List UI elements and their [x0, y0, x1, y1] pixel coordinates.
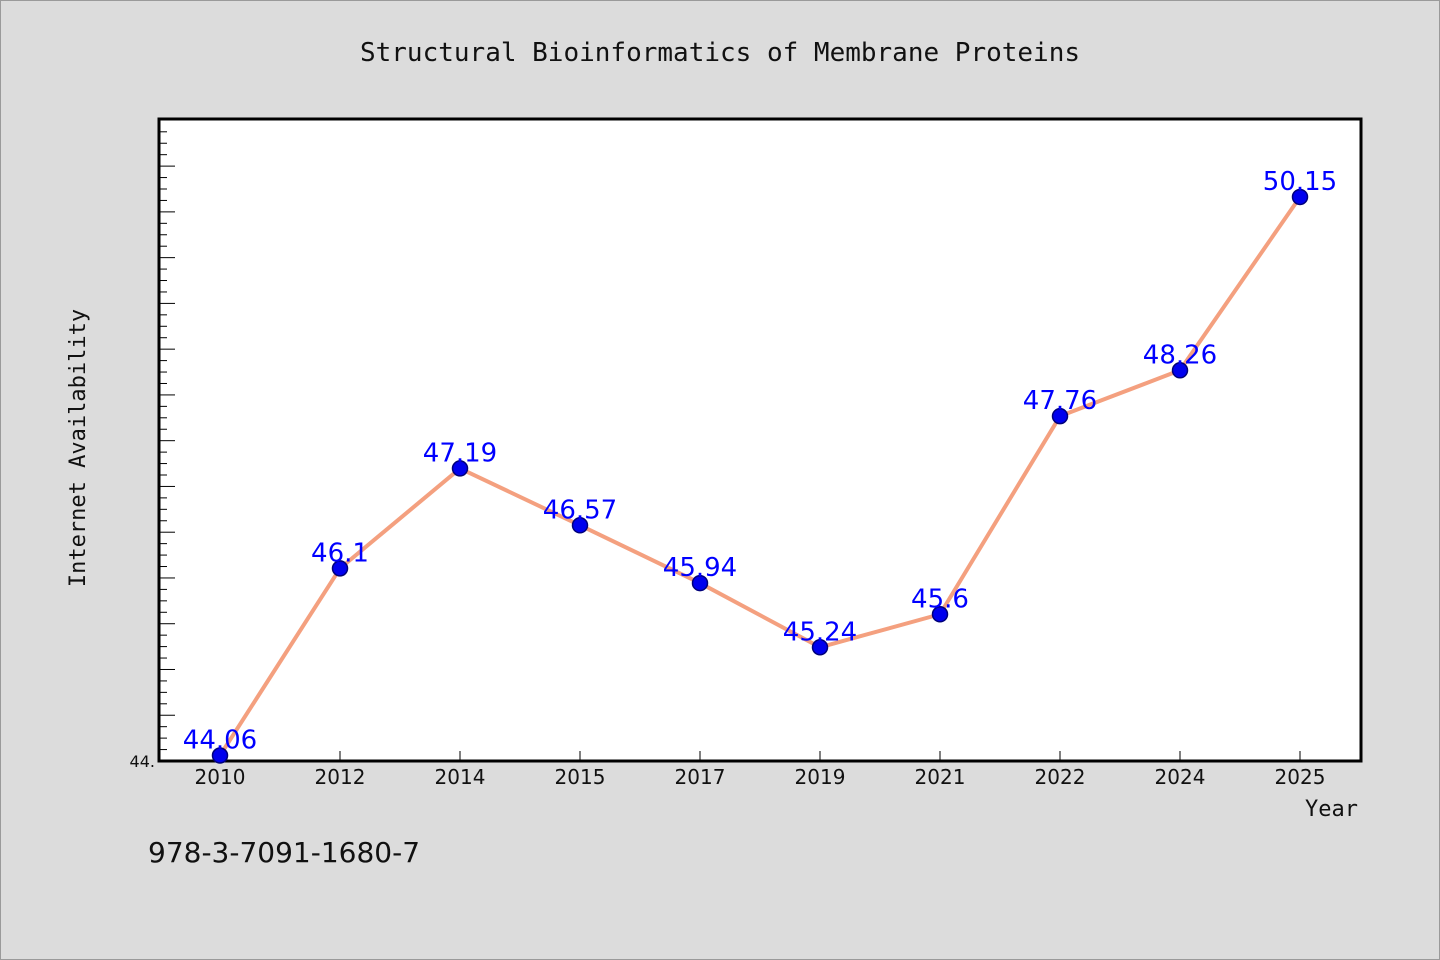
data-point: [451, 460, 469, 477]
x-axis-tick-labels: 2010 2012 2014 2015 2017 2019 2021 2022 2024 2025: [195, 765, 1326, 789]
x-tick-label: 2010: [195, 765, 246, 789]
x-tick-label: 2017: [675, 765, 726, 789]
x-tick-label: 2015: [555, 765, 606, 789]
data-point: [1291, 188, 1309, 206]
data-label: 46.1: [311, 538, 369, 568]
data-labels: 44.06 46.1 47.19 46.57 45.94 45.24 45.6 47.76 48…: [183, 167, 1337, 756]
data-point: [811, 639, 829, 656]
series-line: [218, 194, 1302, 758]
y-axis-label: Internet Availability: [66, 309, 91, 587]
x-tick-label: 2024: [1155, 765, 1206, 789]
x-tick-label: 2022: [1035, 765, 1086, 789]
data-label: 46.57: [543, 495, 617, 525]
y-axis-ticks: [159, 131, 175, 762]
y-tick-label: 44.: [130, 752, 155, 771]
x-tick-label: 2019: [795, 765, 846, 789]
data-label: 45.6: [911, 584, 969, 614]
data-label: 47.19: [423, 438, 497, 468]
data-label: 50.15: [1263, 167, 1337, 197]
data-point: [571, 517, 589, 534]
data-point: [1171, 362, 1189, 379]
data-point: [931, 606, 949, 623]
x-tick-label: 2012: [315, 765, 366, 789]
x-axis-label: Year: [1305, 797, 1358, 822]
data-label: 45.94: [663, 553, 737, 583]
chart-title: Structural Bioinformatics of Membrane Pr…: [360, 38, 1080, 68]
x-tick-label: 2014: [435, 765, 486, 789]
plot-area: [157, 117, 1363, 763]
x-tick-label: 2021: [915, 765, 966, 789]
data-label: 47.76: [1023, 386, 1097, 416]
data-point: [691, 574, 709, 592]
data-points: [211, 188, 1309, 764]
series-layer: [218, 194, 1302, 758]
isbn-text: 978-3-7091-1680-7: [148, 836, 420, 869]
data-label: 48.26: [1143, 340, 1217, 370]
data-point: [1051, 407, 1069, 425]
data-label: 45.24: [783, 617, 857, 647]
data-label: 44.06: [183, 725, 257, 755]
data-point: [331, 560, 349, 577]
data-point: [211, 747, 229, 764]
x-tick-label: 2025: [1275, 765, 1326, 789]
